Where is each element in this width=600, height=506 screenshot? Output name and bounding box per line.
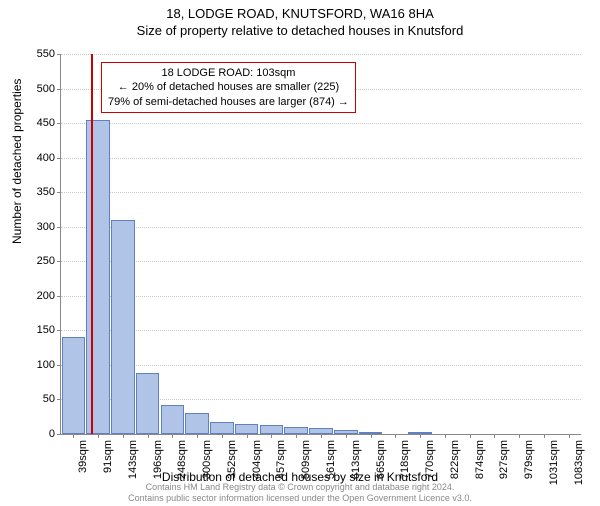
y-axis-label: Number of detached properties	[10, 79, 24, 244]
ytick-label: 150	[25, 324, 55, 336]
xtick-mark	[420, 434, 421, 438]
xtick-mark	[544, 434, 545, 438]
bar	[210, 422, 234, 434]
ytick-mark	[57, 296, 61, 297]
gridline	[61, 330, 581, 331]
plot-area: 05010015020025030035040045050055039sqm91…	[60, 54, 581, 435]
gridline	[61, 192, 581, 193]
bar	[235, 424, 259, 434]
ytick-mark	[57, 434, 61, 435]
info-box-line: 18 LODGE ROAD: 103sqm	[108, 66, 349, 80]
ytick-mark	[57, 227, 61, 228]
bar	[284, 427, 308, 434]
footer: Contains HM Land Registry data © Crown c…	[0, 482, 600, 504]
gridline	[61, 158, 581, 159]
xtick-mark	[123, 434, 124, 438]
xtick-mark	[296, 434, 297, 438]
info-box-line: ← 20% of detached houses are smaller (22…	[108, 80, 349, 94]
chart-container: 05010015020025030035040045050055039sqm91…	[60, 54, 580, 434]
ytick-label: 200	[25, 290, 55, 302]
ytick-mark	[57, 123, 61, 124]
xtick-mark	[321, 434, 322, 438]
ytick-mark	[57, 261, 61, 262]
ytick-label: 500	[25, 83, 55, 95]
bar	[62, 337, 86, 434]
xtick-mark	[222, 434, 223, 438]
ytick-mark	[57, 399, 61, 400]
xtick-mark	[148, 434, 149, 438]
gridline	[61, 296, 581, 297]
ytick-label: 550	[25, 48, 55, 60]
ytick-label: 100	[25, 359, 55, 371]
footer-line2: Contains public sector information licen…	[0, 493, 600, 504]
ytick-mark	[57, 158, 61, 159]
xtick-label: 39sqm	[77, 440, 89, 473]
ytick-label: 50	[25, 393, 55, 405]
xtick-mark	[73, 434, 74, 438]
ytick-mark	[57, 54, 61, 55]
xtick-mark	[569, 434, 570, 438]
xtick-label: 91sqm	[102, 440, 114, 473]
bar	[111, 220, 135, 434]
xtick-mark	[470, 434, 471, 438]
xtick-mark	[519, 434, 520, 438]
xtick-mark	[98, 434, 99, 438]
info-box: 18 LODGE ROAD: 103sqm← 20% of detached h…	[101, 62, 356, 113]
ytick-label: 400	[25, 152, 55, 164]
bar	[185, 413, 209, 434]
info-box-line: 79% of semi-detached houses are larger (…	[108, 95, 349, 109]
ytick-label: 0	[25, 428, 55, 440]
ytick-mark	[57, 330, 61, 331]
ytick-label: 350	[25, 186, 55, 198]
page-title: 18, LODGE ROAD, KNUTSFORD, WA16 8HA	[0, 6, 600, 21]
bar	[86, 120, 110, 434]
ytick-label: 250	[25, 255, 55, 267]
marker-line	[91, 54, 93, 434]
xtick-mark	[247, 434, 248, 438]
xtick-mark	[271, 434, 272, 438]
bar	[136, 373, 160, 434]
ytick-label: 300	[25, 221, 55, 233]
xtick-mark	[445, 434, 446, 438]
xtick-mark	[346, 434, 347, 438]
ytick-mark	[57, 89, 61, 90]
gridline	[61, 123, 581, 124]
ytick-label: 450	[25, 117, 55, 129]
gridline	[61, 227, 581, 228]
gridline	[61, 54, 581, 55]
page-subtitle: Size of property relative to detached ho…	[0, 23, 600, 38]
xtick-mark	[395, 434, 396, 438]
xtick-mark	[172, 434, 173, 438]
ytick-mark	[57, 192, 61, 193]
gridline	[61, 261, 581, 262]
bar	[260, 425, 284, 434]
bar	[161, 405, 185, 434]
xtick-mark	[371, 434, 372, 438]
xtick-mark	[197, 434, 198, 438]
ytick-mark	[57, 365, 61, 366]
xtick-mark	[494, 434, 495, 438]
footer-line1: Contains HM Land Registry data © Crown c…	[0, 482, 600, 493]
gridline	[61, 365, 581, 366]
